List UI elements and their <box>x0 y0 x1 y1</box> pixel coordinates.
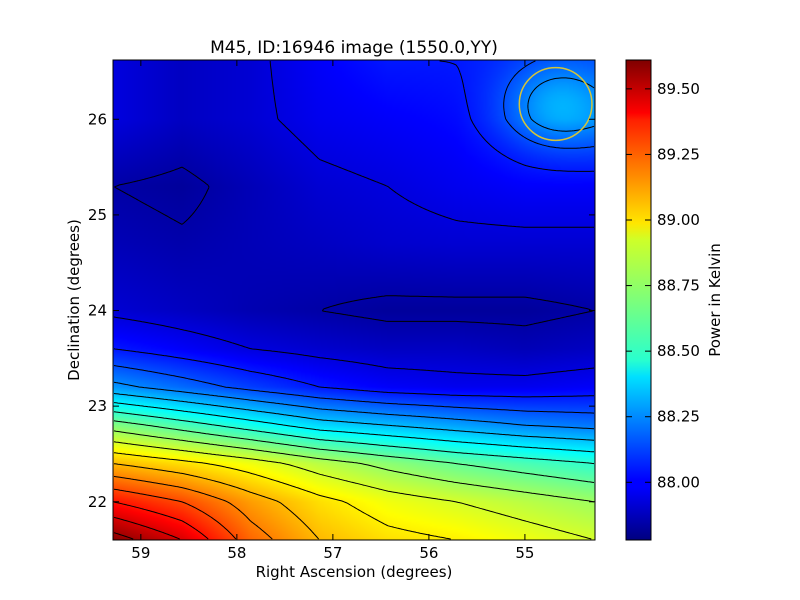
y-axis-ticks: 22 23 24 25 26 <box>88 110 595 511</box>
colorbar-tick-label: 89.25 <box>657 145 700 163</box>
chart-title: M45, ID:16946 image (1550.0,YY) <box>210 38 498 58</box>
contour-line <box>113 488 237 540</box>
colorbar-tick-label: 88.50 <box>657 342 700 360</box>
plot-frame <box>112 59 596 541</box>
colorbar: 88.00 88.25 88.50 88.75 89.00 89.25 89.50 <box>625 59 700 541</box>
y-tick-label: 24 <box>88 302 107 320</box>
y-tick-label: 22 <box>88 493 107 511</box>
colorbar-gradient <box>625 59 652 541</box>
contour-line <box>113 60 595 414</box>
contour-line <box>113 441 592 540</box>
y-tick-label: 26 <box>88 110 107 128</box>
x-tick-label: 55 <box>515 544 534 562</box>
heatmap-plot <box>113 60 595 540</box>
contour-line <box>113 420 595 483</box>
y-tick-label: 25 <box>88 206 107 224</box>
x-axis-label: Right Ascension (degrees) <box>256 563 453 581</box>
colorbar-tick-label: 89.50 <box>657 80 700 98</box>
heatmap-image <box>113 60 595 540</box>
colorbar-tick-label: 88.75 <box>657 277 700 295</box>
contour-line <box>113 411 595 465</box>
contour-line <box>113 430 595 503</box>
contour-line <box>113 402 595 453</box>
contour-line <box>113 463 320 540</box>
contour-line <box>113 475 273 540</box>
x-tick-label: 58 <box>227 544 246 562</box>
contour-line <box>113 532 134 540</box>
colorbar-label: Power in Kelvin <box>706 243 724 357</box>
contour-line <box>113 393 595 441</box>
contour-line <box>113 452 451 540</box>
colorbar-tick-label: 88.25 <box>657 408 700 426</box>
colorbar-ticks: 88.00 88.25 88.50 88.75 89.00 89.25 89.50 <box>626 80 700 491</box>
x-axis-ticks: 59 58 57 56 55 <box>131 60 534 562</box>
y-tick-label: 23 <box>88 397 107 415</box>
y-axis-label: Declination (degrees) <box>65 219 83 381</box>
x-tick-label: 59 <box>131 544 150 562</box>
contour-line <box>113 60 595 376</box>
contour-line <box>114 166 594 327</box>
beam-marker <box>518 66 593 142</box>
colorbar-tick-label: 89.00 <box>657 211 700 229</box>
x-tick-label: 56 <box>419 544 438 562</box>
contour-line <box>113 516 180 540</box>
contour-line <box>113 60 595 398</box>
x-tick-label: 57 <box>323 544 342 562</box>
contour-lines <box>113 60 595 540</box>
contour-line <box>113 77 595 430</box>
colorbar-tick-label: 88.00 <box>657 473 700 491</box>
